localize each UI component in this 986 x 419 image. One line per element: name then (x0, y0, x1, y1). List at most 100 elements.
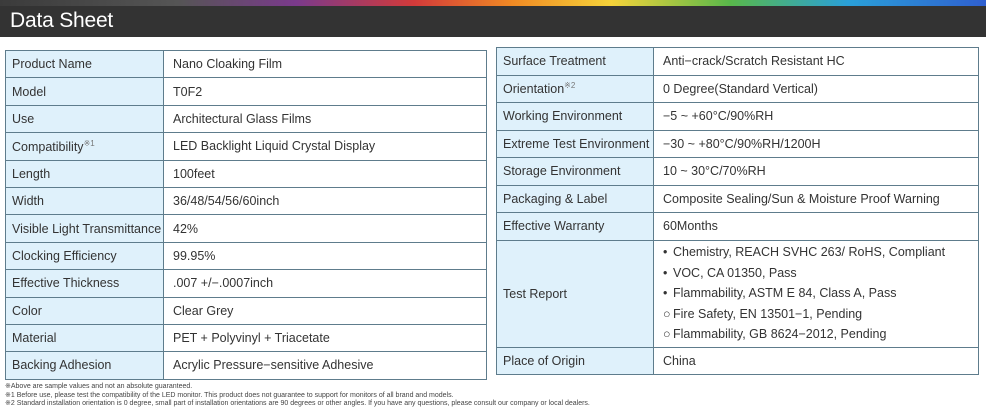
spec-label: Storage Environment (503, 164, 621, 179)
spec-label-cell: Effective Warranty (496, 212, 654, 241)
spec-value-cell: Composite Sealing/Sun & Moisture Proof W… (653, 184, 979, 213)
footnotes: ※Above are sample values and not an abso… (5, 383, 590, 409)
spec-value: T0F2 (173, 84, 203, 99)
test-report-item: ○ Flammability, GB 8624−2012, Pending (663, 324, 978, 345)
page-title: Data Sheet (10, 9, 114, 32)
test-report-item: • Chemistry, REACH SVHC 263/ RoHS, Compli… (663, 242, 978, 263)
spec-row: Width 36/48/54/56/60inch (5, 186, 487, 216)
spec-row: Extreme Test Environment −30 ~ +80°C/90%R… (496, 129, 979, 158)
spec-label-cell: Surface Treatment (496, 47, 654, 76)
spec-label-cell: Use (5, 104, 164, 134)
spec-label-cell: Effective Thickness (5, 269, 164, 298)
spec-row: Color Clear Grey (5, 296, 487, 325)
spec-label-cell: Place of Origin (496, 346, 654, 375)
spec-label-cell: Extreme Test Environment (496, 129, 654, 158)
spec-label-cell: Color (5, 296, 164, 325)
spec-label-cell: Model (5, 77, 164, 106)
spec-row: Surface Treatment Anti−crack/Scratch Resi… (496, 47, 979, 76)
spec-value: Nano Cloaking Film (173, 57, 283, 72)
spec-value-cell: 10 ~ 30°C/70%RH (653, 157, 979, 186)
spec-row: Packaging & Label Composite Sealing/Sun &… (496, 184, 979, 213)
spec-value-cell: 99.95% (163, 241, 487, 271)
spec-label-cell: Orientation※2 (496, 74, 654, 103)
spec-row: Length 100feet (5, 159, 487, 188)
spec-value-cell: 100feet (163, 159, 487, 188)
spec-value-cell: 42% (163, 214, 487, 243)
left-spec-table: Product Name Nano Cloaking Film Model T0F2 U… (5, 49, 487, 380)
spec-label: Effective Thickness (12, 276, 120, 291)
spec-label-cell: Working Environment (496, 102, 654, 131)
spec-value: 42% (173, 221, 199, 236)
footnote-mark: ※1 (83, 138, 95, 148)
test-report-item: • Flammability, ASTM E 84, Class A, Pass (663, 283, 978, 304)
spec-value-cell: 0 Degree(Standard Vertical) (653, 74, 979, 103)
spec-row: Product Name Nano Cloaking Film (5, 49, 487, 79)
spec-row: Working Environment −5 ~ +60°C/90%RH (496, 102, 979, 131)
spec-label: Surface Treatment (503, 54, 606, 69)
spec-value: 99.95% (173, 248, 216, 263)
header-bar: Data Sheet (0, 0, 986, 37)
spec-label: Clocking Efficiency (12, 248, 117, 263)
rainbow-stripe (0, 0, 986, 6)
right-spec-table: Surface Treatment Anti−crack/Scratch Resi… (496, 47, 979, 375)
spec-value-cell: 60Months (653, 212, 979, 241)
spec-value-cell: Anti−crack/Scratch Resistant HC (653, 47, 979, 76)
spec-label-cell: Compatibility※1 (5, 132, 164, 161)
test-report-item: • VOC, CA 01350, Pass (663, 263, 978, 284)
spec-value-cell: Architectural Glass Films (163, 104, 487, 134)
spec-row: Storage Environment 10 ~ 30°C/70%RH (496, 157, 979, 186)
spec-label: Compatibility (12, 139, 84, 154)
spec-value: −5 ~ +60°C/90%RH (663, 109, 774, 124)
spec-label: Effective Warranty (503, 219, 605, 234)
spec-label: Length (12, 166, 51, 181)
spec-value-cell: Clear Grey (163, 296, 487, 325)
spec-value: PET + Polyvinyl + Triacetate (173, 331, 330, 346)
spec-label-cell: Material (5, 323, 164, 353)
bullet-icon: • (663, 286, 668, 301)
spec-label: Orientation (503, 82, 565, 97)
spec-label: Backing Adhesion (12, 358, 112, 373)
test-report-list-cell: • Chemistry, REACH SVHC 263/ RoHS, Compli… (653, 239, 979, 348)
footnote-mark: ※2 (564, 81, 576, 91)
spec-label-cell: Backing Adhesion (5, 351, 164, 380)
spec-value: −30 ~ +80°C/90%RH/1200H (663, 136, 821, 151)
spec-label-cell: Storage Environment (496, 157, 654, 186)
spec-label: Use (12, 111, 35, 126)
spec-value-cell: −30 ~ +80°C/90%RH/1200H (653, 129, 979, 158)
spec-value-cell: .007 +/−.0007inch (163, 269, 487, 298)
spec-label: Test Report (503, 286, 567, 301)
spec-label: Working Environment (503, 109, 623, 124)
test-report-list: • Chemistry, REACH SVHC 263/ RoHS, Compli… (663, 242, 978, 345)
spec-row: Compatibility※1 LED Backlight Liquid Crys… (5, 132, 487, 161)
spec-row: Use Architectural Glass Films (5, 104, 487, 134)
spec-value-cell: China (653, 346, 979, 375)
bullet-icon: • (663, 245, 668, 260)
footnote: ※2 Standard installation orientation is … (5, 400, 590, 408)
spec-row: Effective Warranty 60Months (496, 212, 979, 241)
spec-value: LED Backlight Liquid Crystal Display (173, 139, 376, 154)
spec-value: .007 +/−.0007inch (173, 276, 274, 291)
spec-row: Orientation※2 0 Degree(Standard Vertical) (496, 74, 979, 103)
spec-value-cell: Nano Cloaking Film (163, 49, 487, 79)
spec-label-cell: Width (5, 186, 164, 216)
spec-row: Place of Origin China (496, 346, 979, 375)
spec-row: Material PET + Polyvinyl + Triacetate (5, 323, 487, 353)
spec-value-cell: T0F2 (163, 77, 487, 106)
test-report-text: Chemistry, REACH SVHC 263/ RoHS, Complia… (673, 245, 946, 260)
bullet-icon: ○ (663, 327, 671, 342)
spec-value-cell: Acrylic Pressure−sensitive Adhesive (163, 351, 487, 380)
test-report-text: Flammability, GB 8624−2012, Pending (673, 327, 887, 342)
spec-value: 36/48/54/56/60inch (173, 194, 280, 209)
spec-row: Visible Light Transmittance 42% (5, 214, 487, 243)
spec-row: Model T0F2 (5, 77, 487, 106)
spec-label: Product Name (12, 57, 92, 72)
spec-value-cell: 36/48/54/56/60inch (163, 186, 487, 216)
bullet-icon: • (663, 265, 668, 280)
spec-label: Color (12, 303, 42, 318)
test-report-text: Fire Safety, EN 13501−1, Pending (673, 306, 863, 321)
spec-label: Place of Origin (503, 353, 585, 368)
footnote: ※Above are sample values and not an abso… (5, 383, 193, 390)
spec-row: Clocking Efficiency 99.95% (5, 241, 487, 271)
test-report-row: Test Report • Chemistry, REACH SVHC 263/ R… (496, 239, 979, 348)
spec-value: 60Months (663, 219, 718, 234)
